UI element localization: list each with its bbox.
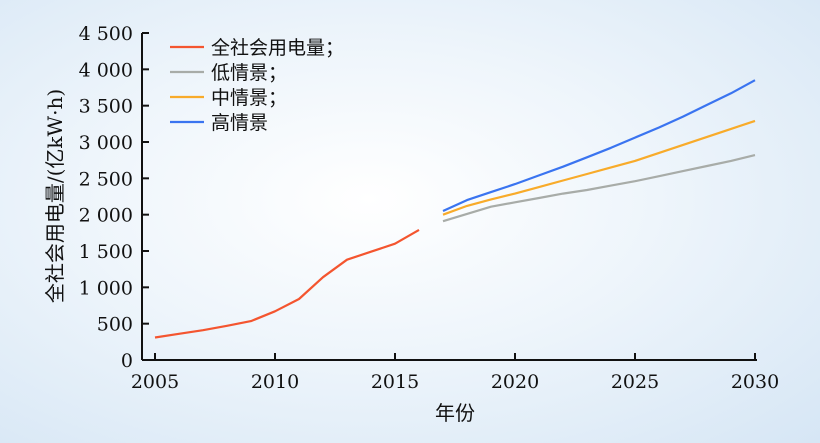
y-tick-label: 2 500: [79, 168, 133, 190]
series-line-2: [442, 119, 756, 216]
y-tick-label: 4 500: [79, 23, 133, 45]
x-tick-label: 2005: [131, 371, 179, 393]
x-tick-label: 2015: [371, 371, 419, 393]
series-line-3: [442, 79, 756, 213]
x-tick-label: 2010: [251, 371, 299, 393]
x-tick-label: 2025: [611, 371, 659, 393]
series-line-1: [442, 154, 756, 223]
x-tick-label: 2020: [491, 371, 539, 393]
x-axis-label: 年份: [435, 401, 475, 425]
y-tick-label: 3 500: [79, 96, 133, 118]
series-line-0: [154, 228, 420, 339]
y-tick-label: 4 000: [79, 59, 133, 81]
legend-label-0: 全社会用电量；: [211, 37, 344, 59]
legend-label-2: 中情景；: [211, 87, 287, 109]
legend-label-3: 高情景: [211, 112, 268, 134]
legend: 全社会用电量； 低情景； 中情景； 高情景: [170, 37, 344, 134]
y-tick-label: 2 000: [79, 205, 133, 227]
axes: 0 500 1 000 1 500 2 000 2 500 3 000 3 500 4 000 4…: [79, 23, 780, 393]
y-tick-label: 1 000: [79, 277, 133, 299]
series-lines: [154, 79, 756, 339]
y-tick-label: 0: [121, 350, 133, 372]
legend-label-1: 低情景；: [211, 62, 287, 84]
y-tick-label: 3 000: [79, 132, 133, 154]
x-tick-label: 2030: [731, 371, 779, 393]
y-tick-label: 500: [97, 314, 133, 336]
y-tick-label: 1 500: [79, 241, 133, 263]
y-axis-label: 全社会用电量/(亿kW·h): [43, 89, 67, 303]
